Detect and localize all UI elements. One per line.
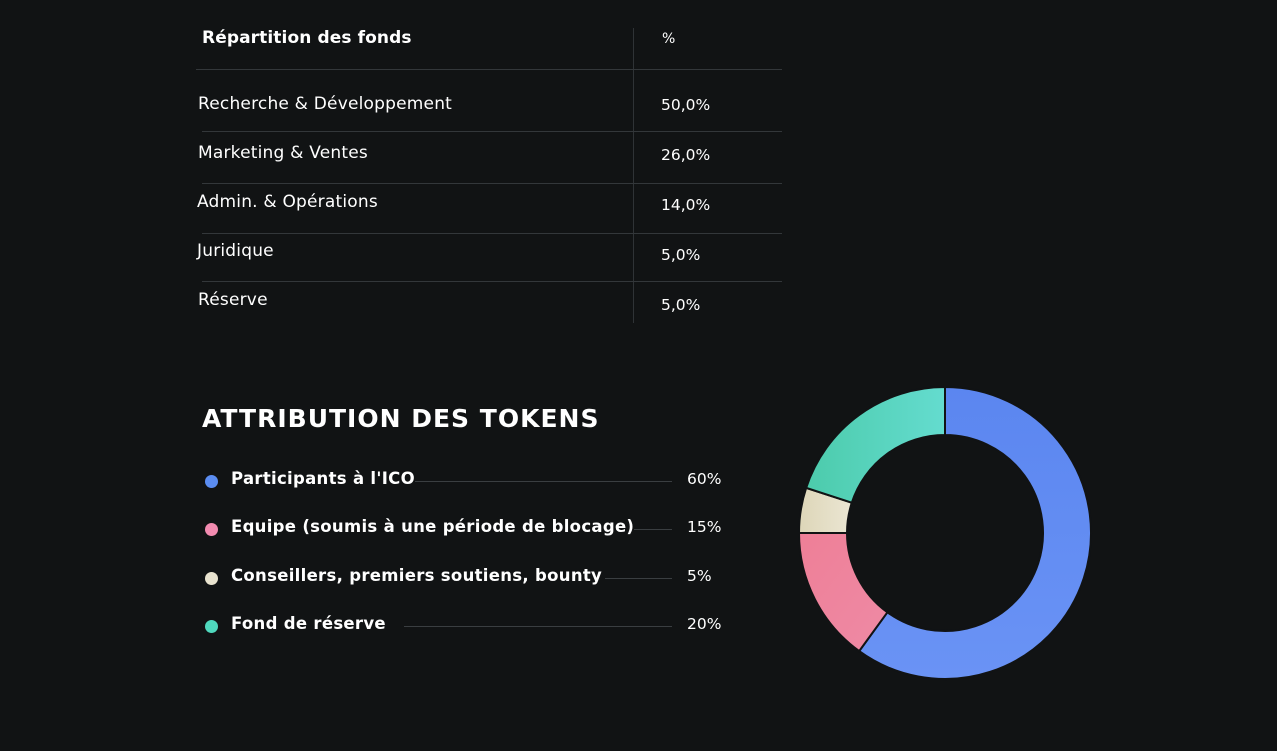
funds-header-percent: %	[662, 31, 676, 47]
fund-value: 5,0%	[661, 296, 701, 314]
legend-label: Fond de réserve	[231, 614, 386, 633]
legend-item: Fond de réserve 20%	[205, 613, 735, 637]
fund-value: 14,0%	[661, 196, 711, 214]
fund-value: 26,0%	[661, 146, 711, 164]
legend-item: Conseillers, premiers soutiens, bounty 5…	[205, 565, 735, 589]
fund-label: Recherche & Développement	[198, 94, 453, 114]
legend-value: 60%	[687, 470, 722, 488]
column-divider	[633, 28, 634, 323]
legend-leader-line	[415, 481, 672, 482]
tokens-title: ATTRIBUTION DES TOKENS	[202, 404, 600, 433]
donut-chart	[797, 385, 1092, 680]
row-divider	[202, 281, 782, 282]
legend-label: Conseillers, premiers soutiens, bounty	[231, 566, 603, 585]
funds-header-label: Répartition des fonds	[202, 28, 412, 48]
row-divider	[202, 233, 782, 234]
legend-value: 20%	[687, 615, 722, 633]
fund-label: Juridique	[197, 241, 274, 261]
legend-dot	[205, 620, 218, 633]
fund-label: Réserve	[198, 290, 268, 310]
fund-value: 5,0%	[661, 246, 701, 264]
fund-label: Marketing & Ventes	[198, 143, 368, 163]
legend-item: Equipe (soumis à une période de blocage)…	[205, 516, 735, 540]
legend-dot	[205, 572, 218, 585]
donut-slice	[857, 385, 1092, 680]
legend-leader-line	[404, 626, 672, 627]
legend-label: Participants à l'ICO	[231, 469, 415, 488]
legend-dot	[205, 475, 218, 488]
funds-table: Répartition des fonds % Recherche & Déve…	[196, 18, 782, 324]
legend-value: 15%	[687, 518, 722, 536]
legend-value: 5%	[687, 567, 712, 585]
fund-value: 50,0%	[661, 96, 711, 114]
legend-label: Equipe (soumis à une période de blocage)	[231, 517, 635, 536]
legend-dot	[205, 523, 218, 536]
row-divider	[202, 183, 782, 184]
funds-table-header: Répartition des fonds %	[196, 18, 782, 70]
legend-leader-line	[634, 529, 672, 530]
row-divider	[202, 131, 782, 132]
legend-item: Participants à l'ICO 60%	[205, 468, 735, 492]
fund-label: Admin. & Opérations	[197, 192, 378, 212]
legend-leader-line	[605, 578, 672, 579]
donut-slice	[804, 385, 946, 504]
